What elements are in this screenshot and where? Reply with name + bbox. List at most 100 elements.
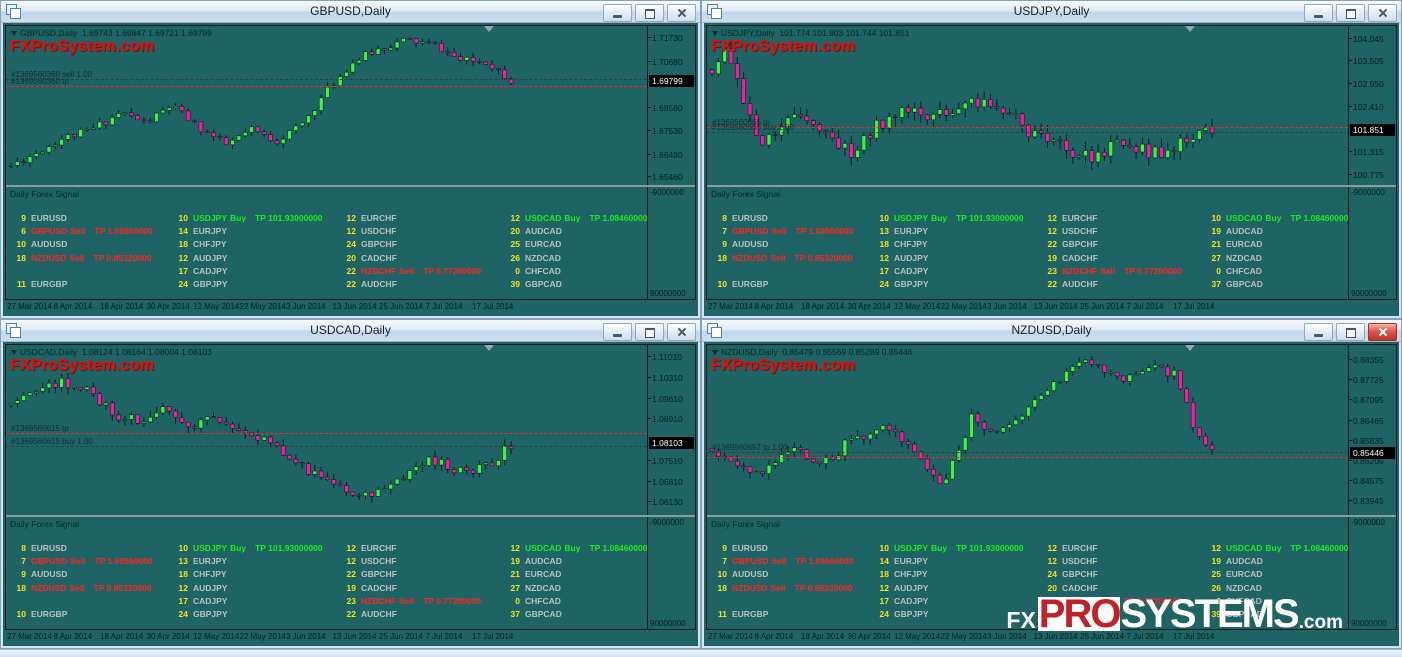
signal-count: 18 — [178, 239, 188, 250]
signal-row: 20 AUDCAD — [506, 224, 647, 237]
signal-column: 12 USDCAD Buy TP 1.08460000 19 AUDCAD 21 EURCAD… — [506, 541, 647, 621]
price-pane: USDJPY,Daily 101.774 101.903 101.744 101… — [707, 26, 1396, 187]
signal-pair: EURCAD — [525, 569, 562, 580]
time-axis: 27 Mar 2014 8 Apr 2014 18 Apr 2014 30 Apr 2… — [7, 632, 696, 645]
signal-column: 12 EURCHF 12 USDCHF 24 GBPCHF 20 CADCHF 22 NZDCHF… — [342, 211, 482, 291]
price-tick-label: 103.505 — [1349, 56, 1384, 67]
signal-pair: NZDCHF — [361, 595, 396, 606]
signal-pair: NZDUSD — [31, 252, 67, 263]
close-button[interactable] — [1368, 323, 1397, 341]
window-titlebar[interactable]: USDCAD,Daily — [1, 320, 700, 342]
signal-count: 18 — [879, 569, 889, 580]
price-axis: 1.71730 1.70680 1.68580 1.67530 1.66480 1.654… — [647, 26, 695, 185]
price-chart-plot[interactable]: USDCAD,Daily 1.08124 1.08164 1.08004 1.0… — [6, 345, 647, 515]
order-line-label: #1369560665 tp — [712, 117, 770, 127]
close-button[interactable] — [1368, 4, 1397, 22]
signal-pair: CADJPY — [193, 265, 228, 276]
signal-count: 18 — [717, 582, 727, 593]
signal-pair: CADCHF — [361, 252, 397, 263]
window-titlebar[interactable]: USDJPY,Daily — [702, 1, 1401, 23]
signal-count: 18 — [16, 252, 26, 263]
price-chart-plot[interactable]: USDJPY,Daily 101.774 101.903 101.744 101… — [707, 26, 1348, 185]
signal-count: 26 — [1211, 582, 1221, 593]
chart-client-area: NZDUSD,Daily 0.85479 0.85569 0.85289 0.8… — [704, 342, 1399, 646]
date-label: 3 Jun 2014 — [286, 632, 326, 641]
signal-side: Sell — [398, 595, 415, 606]
date-label: 13 Jun 2014 — [1033, 302, 1078, 311]
date-label: 25 Jun 2014 — [379, 632, 424, 641]
order-line-label: #1369560360 sell 1.00 — [11, 69, 92, 79]
signal-row: 13 EURJPY — [875, 224, 1024, 237]
minimize-button[interactable] — [603, 323, 632, 341]
chart-frame: NZDUSD,Daily 0.85479 0.85569 0.85289 0.8… — [706, 344, 1397, 630]
current-price-badge: 0.85446 — [1350, 447, 1395, 460]
signal-count: 12 — [510, 542, 520, 553]
indicator-axis-top-value: -9000000 — [650, 188, 684, 197]
signal-count: 21 — [510, 569, 520, 580]
restore-button[interactable] — [1336, 323, 1365, 341]
watermark-text: FXProSystem.com — [10, 357, 155, 374]
price-chart-plot[interactable]: GBPUSD,Daily 1.69743 1.69847 1.69721 1.6… — [6, 26, 647, 185]
price-tick-label: 0.83945 — [1349, 496, 1384, 507]
price-tick-label: 1.09610 — [648, 393, 683, 404]
price-tick-label: 102.410 — [1349, 101, 1384, 112]
signal-row: 10 USDJPY Buy TP 101.93000000 — [174, 211, 323, 224]
signal-pair: NZDCHF — [1062, 265, 1097, 276]
signal-pair: USDJPY — [193, 212, 228, 223]
date-label: 18 Apr 2014 — [100, 632, 144, 641]
signal-pair: AUDCAD — [525, 225, 562, 236]
signal-pair: CHFCAD — [525, 595, 561, 606]
price-chart-plot[interactable]: NZDUSD,Daily 0.85479 0.85569 0.85289 0.8… — [707, 345, 1348, 515]
window-titlebar[interactable]: GBPUSD,Daily — [1, 1, 700, 23]
close-button[interactable] — [667, 4, 696, 22]
signal-pair: EURJPY — [193, 555, 228, 566]
signal-count: 10 — [879, 542, 889, 553]
price-tick-label: 0.87095 — [1349, 395, 1384, 406]
chart-shift-marker-icon[interactable] — [1184, 26, 1195, 32]
signal-count: 20 — [346, 252, 356, 263]
signal-side: Sell — [69, 252, 85, 263]
minimize-button[interactable] — [1304, 323, 1333, 341]
restore-button[interactable] — [1336, 4, 1365, 22]
chart-shift-marker-icon[interactable] — [483, 345, 494, 351]
restore-button[interactable] — [635, 4, 664, 22]
price-pane: GBPUSD,Daily 1.69743 1.69847 1.69721 1.6… — [6, 26, 695, 187]
signal-pair: CADCHF — [1062, 582, 1098, 593]
signal-pair: NZDCAD — [1226, 252, 1262, 263]
indicator-axis: -9000000 90000000 — [1348, 187, 1396, 299]
order-entry-line: #1369560615 buy 1.00 — [6, 437, 647, 448]
price-axis: 0.88355 0.87725 0.87095 0.86465 0.85835 0.852… — [1348, 345, 1396, 515]
signal-row: 12 EURCHF — [342, 541, 481, 554]
date-label: 17 Jul 2014 — [472, 302, 514, 311]
signal-pair: EURCAD — [525, 239, 562, 250]
signal-pair: USDCHF — [361, 225, 397, 236]
chart-shift-marker-icon[interactable] — [1184, 345, 1195, 351]
chart-legend: NZDUSD,Daily 0.85479 0.85569 0.85289 0.8… — [712, 347, 912, 357]
signal-count: 10 — [879, 212, 889, 223]
close-button[interactable] — [667, 323, 696, 341]
signal-count: 11 — [718, 609, 727, 620]
minimize-button[interactable] — [603, 4, 632, 22]
signal-column: 9 EURUSD 6 GBPUSD Sell TP 1.69560000 10 AUDUSD 1… — [12, 211, 153, 291]
date-label: 8 Apr 2014 — [53, 302, 93, 311]
signal-count: 18 — [16, 582, 26, 593]
date-label: 3 Jun 2014 — [987, 632, 1027, 641]
signal-pair: CHFJPY — [894, 239, 928, 250]
minimize-button[interactable] — [1304, 4, 1333, 22]
signal-row: 10 AUDUSD — [713, 568, 853, 581]
chart-client-area: GBPUSD,Daily 1.69743 1.69847 1.69721 1.6… — [3, 23, 698, 316]
window-titlebar[interactable]: NZDUSD,Daily — [702, 320, 1401, 342]
order-tp-line: #1369560615 tp — [6, 424, 647, 434]
restore-button[interactable] — [635, 323, 664, 341]
chart-shift-marker-icon[interactable] — [483, 26, 494, 32]
signal-tp: TP 0.77200000 — [1124, 595, 1183, 606]
signal-pair: GBPCAD — [1226, 609, 1263, 620]
signal-count: 9 — [21, 569, 26, 580]
signal-row: 39 GBPCAD — [1207, 607, 1348, 620]
price-tick-label: 0.86465 — [1349, 415, 1384, 426]
signal-count: 9 — [722, 542, 727, 553]
indicator-axis-bottom-value: 90000000 — [1351, 289, 1387, 298]
workspace-bottom-strip — [0, 649, 1402, 657]
signal-column: 10 USDJPY Buy TP 101.93000000 13 EURJPY 18 CHFJ… — [174, 541, 323, 621]
signal-side: Buy — [564, 542, 581, 553]
